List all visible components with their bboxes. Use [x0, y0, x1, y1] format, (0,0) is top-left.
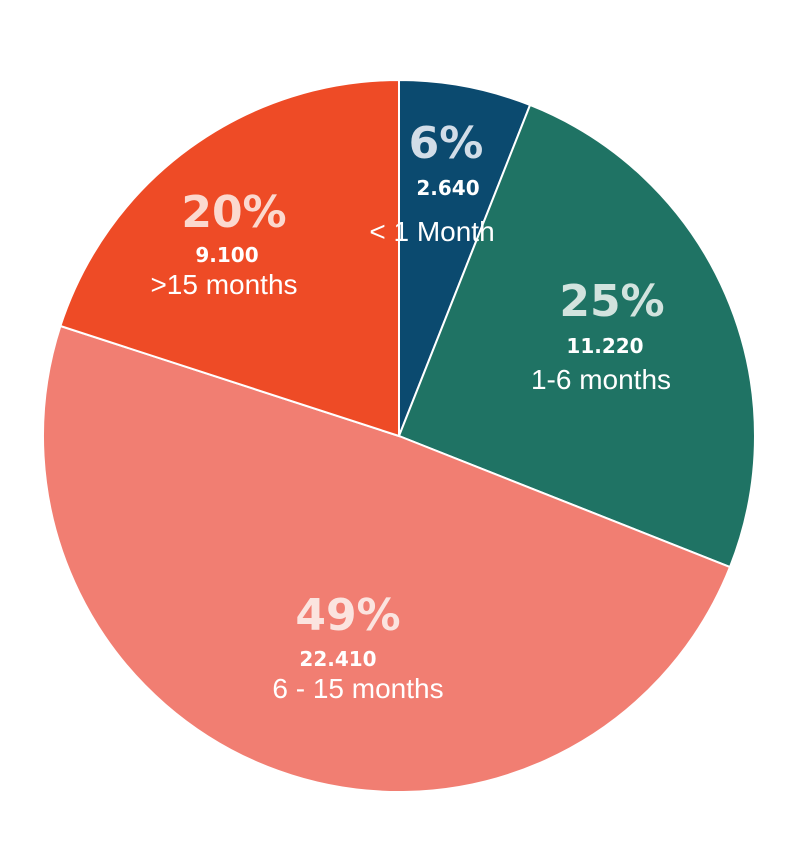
slice-value-lt1: 2.640: [416, 176, 479, 200]
pie-slice-6-15: [41, 324, 732, 794]
slice-percent-gt15: 20%: [181, 187, 286, 238]
slice-value-1-6: 11.220: [566, 334, 643, 358]
pie-slice-gt15: [59, 78, 400, 438]
slice-label-1-6: 1-6 months: [531, 364, 671, 395]
slice-value-gt15: 9.100: [195, 243, 258, 267]
slice-value-6-15: 22.410: [299, 647, 376, 671]
slice-percent-lt1: 6%: [409, 118, 484, 169]
pie-slice-1-6: [397, 103, 756, 569]
slice-percent-1-6: 25%: [559, 276, 664, 327]
pie-slice-lt1: [398, 78, 532, 437]
slice-label-lt1: < 1 Month: [369, 216, 494, 247]
slice-label-6-15: 6 - 15 months: [272, 673, 443, 704]
slice-label-gt15: >15 months: [150, 269, 297, 300]
slice-percent-6-15: 49%: [295, 590, 400, 641]
pie-slices: [41, 78, 756, 794]
